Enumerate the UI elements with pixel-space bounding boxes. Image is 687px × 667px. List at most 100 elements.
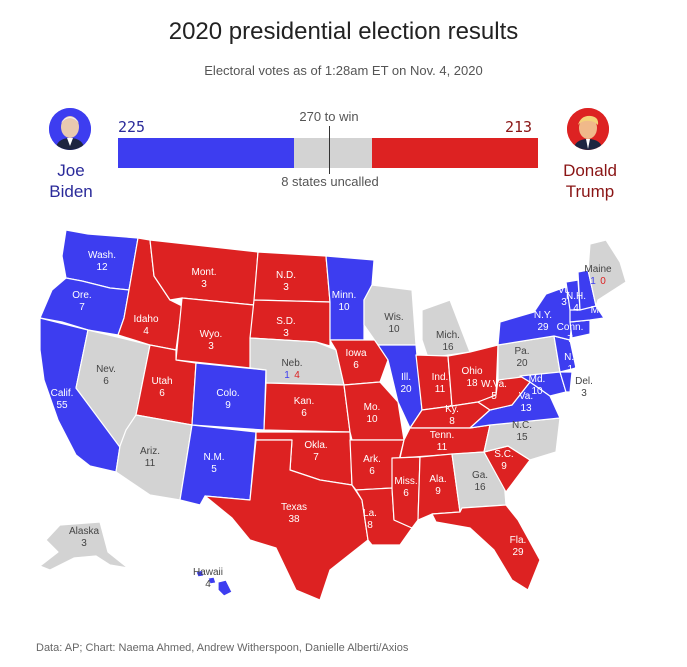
- state-ev-maryland: 10: [531, 386, 543, 397]
- state-name-missouri: Mo.: [364, 402, 381, 413]
- state-name-alabama: Ala.: [429, 474, 446, 485]
- state-name-arkansas: Ark.: [363, 454, 381, 465]
- state-name-maine: Maine: [584, 264, 612, 275]
- state-ev-vermont: 3: [561, 297, 567, 308]
- page-title: 2020 presidential election results: [168, 18, 519, 45]
- state-ev-arkansas: 6: [369, 466, 375, 477]
- state-ev-montana: 3: [201, 279, 207, 290]
- state-name-indiana: Ind.: [432, 372, 449, 383]
- state-florida[interactable]: [431, 504, 541, 591]
- state-name-florida: Fla.: [510, 535, 527, 546]
- state-name-montana: Mont.: [191, 267, 216, 278]
- state-ev-delaware: 3: [581, 388, 587, 399]
- state-ev-texas: 38: [288, 514, 300, 525]
- state-ev-nevada: 6: [103, 376, 109, 387]
- state-ev-new-jersey: 14: [567, 364, 579, 375]
- state-kansas[interactable]: [263, 382, 351, 433]
- state-ev-oregon: 7: [79, 302, 85, 313]
- ev-bar-uncalled-segment: [294, 138, 372, 168]
- state-name-wisconsin: Wis.: [384, 312, 403, 323]
- state-name-ohio: Ohio: [461, 366, 483, 377]
- state-ev-ohio: 18: [466, 378, 478, 389]
- state-name-pennsylvania: Pa.: [514, 346, 529, 357]
- state-name-new-jersey: N.J.: [564, 352, 582, 363]
- state-name-washington: Wash.: [88, 250, 116, 261]
- page-subtitle: Electoral votes as of 1:28am ET on Nov. …: [204, 63, 483, 78]
- state-texas[interactable]: [204, 439, 369, 601]
- state-name-utah: Utah: [151, 376, 172, 387]
- state-ev-minnesota: 10: [338, 302, 350, 313]
- state-ev-dem-maine: 1: [590, 276, 596, 287]
- state-name-virginia: Va.: [519, 391, 533, 402]
- state-ev-connecticut: 7: [567, 334, 573, 345]
- biden-portrait-icon: [49, 108, 91, 150]
- biden-last-name: Biden: [49, 182, 93, 201]
- state-new-mexico[interactable]: [179, 424, 257, 506]
- state-name-delaware: Del.: [575, 376, 593, 387]
- state-ev-wisconsin: 10: [388, 324, 400, 335]
- biden-avatar: [49, 108, 91, 150]
- state-name-mississippi: Miss.: [394, 476, 417, 487]
- state-name-nebraska: Neb.: [281, 358, 302, 369]
- state-ev-dem-nebraska: 1: [284, 370, 290, 381]
- state-ev-south-dakota: 3: [283, 328, 289, 339]
- state-name-wyoming: Wyo.: [200, 329, 223, 340]
- state-ev-arizona: 11: [145, 458, 156, 469]
- state-ev-rep-nebraska: 4: [294, 370, 300, 381]
- state-name-idaho: Idaho: [133, 314, 158, 325]
- state-delaware[interactable]: [559, 371, 573, 393]
- ev-bar-dem-segment: [118, 138, 294, 168]
- state-ev-south-carolina: 9: [501, 461, 507, 472]
- trump-name: Donald Trump: [550, 160, 630, 202]
- state-name-oklahoma: Okla.: [304, 440, 327, 451]
- state-name-vermont: Vt.: [558, 285, 570, 296]
- state-ev-mississippi: 6: [403, 488, 409, 499]
- state-ev-kentucky: 8: [449, 416, 455, 427]
- trump-ev-count: 213: [505, 118, 533, 136]
- biden-ev-count: 225: [118, 118, 146, 136]
- state-ev-indiana: 11: [435, 384, 446, 395]
- state-ev-iowa: 6: [353, 360, 359, 371]
- to-win-marker: [329, 126, 330, 174]
- state-name-michigan: Mich.: [436, 330, 460, 341]
- state-ev-hawaii: 4: [205, 579, 211, 590]
- state-name-south-carolina: S.C.: [494, 449, 513, 460]
- state-name-georgia: Ga.: [472, 470, 488, 481]
- state-name-louisiana: La.: [363, 508, 377, 519]
- state-name-new-york: N.Y.: [534, 310, 552, 321]
- state-ev-north-carolina: 15: [516, 432, 528, 443]
- state-maine[interactable]: [587, 239, 627, 307]
- state-name-new-hampshire: N.H.: [566, 291, 586, 302]
- trump-first-name: Donald: [563, 161, 617, 180]
- state-name-tennessee: Tenn.: [430, 430, 454, 441]
- state-name-kansas: Kan.: [294, 396, 315, 407]
- state-hawaii[interactable]: [195, 569, 233, 597]
- state-ev-louisiana: 8: [367, 520, 373, 531]
- state-name-hawaii: Hawaii: [193, 567, 223, 578]
- biden-first-name: Joe: [57, 161, 85, 180]
- state-name-minnesota: Minn.: [332, 290, 356, 301]
- state-ev-michigan: 16: [442, 342, 454, 353]
- state-michigan[interactable]: [421, 299, 471, 359]
- to-win-label: 270 to win: [299, 109, 359, 124]
- state-south-dakota[interactable]: [249, 299, 331, 347]
- state-name-south-dakota: S.D.: [276, 316, 295, 327]
- state-ev-west-virginia: 5: [491, 391, 497, 402]
- ev-bar-rep-segment: [372, 138, 538, 168]
- state-name-kentucky: Ky.: [445, 404, 459, 415]
- ev-bar: [118, 138, 538, 168]
- state-ev-pennsylvania: 20: [516, 358, 528, 369]
- state-ev-wyoming: 3: [208, 341, 214, 352]
- state-ev-new-york: 29: [537, 322, 549, 333]
- state-maryland[interactable]: [519, 371, 567, 397]
- state-name-arizona: Ariz.: [140, 446, 160, 457]
- state-ev-alaska: 3: [81, 538, 87, 549]
- biden-name: Joe Biden: [36, 160, 106, 202]
- trump-last-name: Trump: [565, 182, 615, 201]
- state-name-alaska: Alaska: [69, 526, 99, 537]
- state-ev-kansas: 6: [301, 408, 307, 419]
- state-alaska[interactable]: [39, 521, 129, 571]
- state-ev-new-mexico: 5: [211, 464, 217, 475]
- state-ev-virginia: 13: [520, 403, 532, 414]
